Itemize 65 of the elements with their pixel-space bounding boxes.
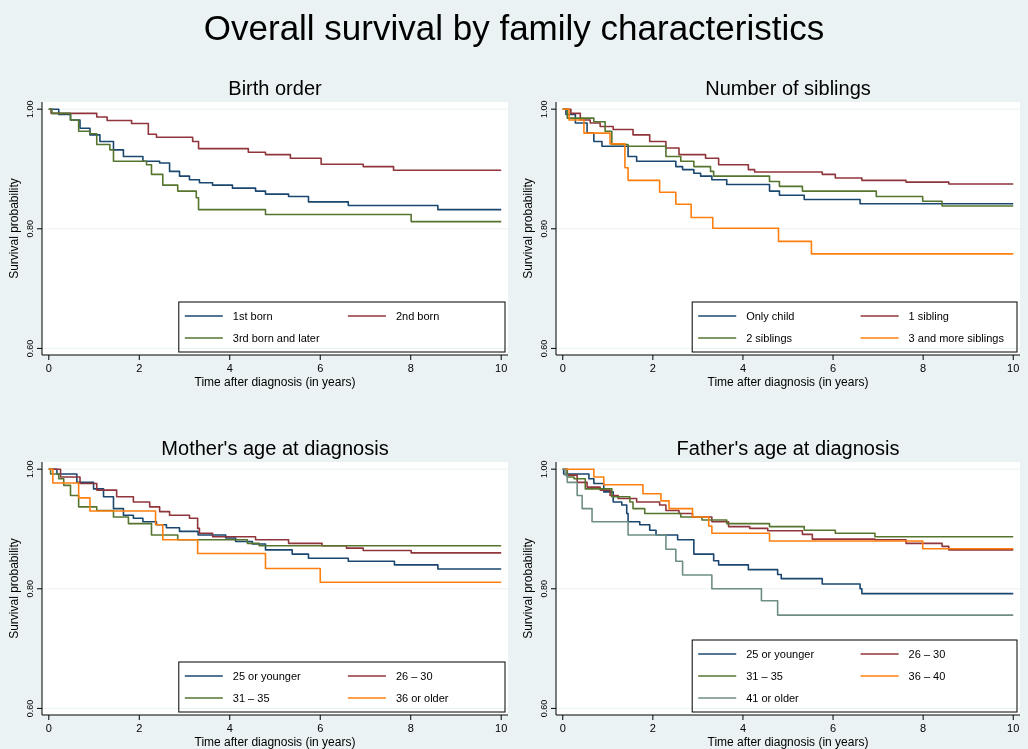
- x-tick-label: 8: [407, 722, 414, 734]
- y-axis-title: Survival probability: [7, 538, 21, 639]
- y-tick-label: 0.60: [539, 339, 549, 358]
- text: Overall survival by family characteristics: [203, 8, 825, 47]
- legend-label: 25 or younger: [232, 670, 302, 682]
- x-tick-label: 8: [407, 362, 414, 374]
- x-tick-label: 4: [226, 362, 233, 374]
- x-tick-label: 2: [136, 362, 143, 374]
- y-tick-label: 1.00: [25, 100, 35, 118]
- legend-label: 31 – 35: [746, 670, 783, 682]
- y-tick-label: 0.80: [25, 220, 35, 238]
- y-tick-label: 1.00: [25, 460, 35, 478]
- x-tick-label: 6: [829, 362, 837, 374]
- legend-label: 2 siblings: [746, 332, 793, 344]
- legend-label: 26 – 30: [395, 670, 433, 682]
- x-tick-label: 10: [1007, 362, 1020, 374]
- x-axis-title: Time after diagnosis (in years): [707, 735, 869, 749]
- y-tick-label: 0.60: [25, 699, 35, 718]
- legend-label: 31 – 35: [232, 692, 270, 704]
- x-axis-title: Time after diagnosis (in years): [194, 375, 356, 389]
- x-tick-label: 0: [559, 722, 566, 734]
- y-tick-label: 1.00: [539, 460, 549, 478]
- x-tick-label: 2: [649, 722, 656, 734]
- y-tick-label: 0.80: [25, 580, 35, 598]
- chart-title: Mother's age at diagnosis: [161, 437, 389, 459]
- x-tick-label: 0: [45, 722, 52, 734]
- x-axis-title: Time after diagnosis (in years): [707, 375, 869, 389]
- y-tick-label: 0.60: [539, 699, 549, 718]
- legend-label: 25 or younger: [746, 648, 815, 660]
- x-tick-label: 10: [1007, 722, 1020, 734]
- legend-label: Only child: [746, 310, 795, 322]
- y-tick-label: 1.00: [539, 100, 549, 118]
- y-tick-label: 0.80: [539, 220, 549, 238]
- x-axis-title: Time after diagnosis (in years): [194, 735, 356, 749]
- x-tick-label: 0: [45, 362, 52, 374]
- legend-label: 36 – 40: [908, 670, 946, 682]
- x-tick-label: 4: [739, 722, 747, 734]
- y-axis-title: Survival probability: [521, 538, 535, 639]
- chart-title: Father's age at diagnosis: [676, 437, 900, 459]
- y-axis-title: Survival probability: [7, 178, 21, 279]
- chart-title: Number of siblings: [705, 77, 871, 99]
- legend-label: 41 or older: [746, 692, 800, 704]
- legend-label: 2nd born: [395, 310, 440, 322]
- x-tick-label: 4: [226, 722, 233, 734]
- y-tick-label: 0.80: [539, 580, 549, 598]
- legend-label: 3rd born and later: [232, 332, 320, 344]
- x-tick-label: 6: [317, 362, 324, 374]
- x-tick-label: 6: [829, 722, 837, 734]
- legend-label: 36 or older: [395, 692, 449, 704]
- x-tick-label: 10: [495, 722, 508, 734]
- x-tick-label: 2: [649, 362, 656, 374]
- x-tick-label: 2: [136, 722, 143, 734]
- x-tick-label: 8: [920, 722, 927, 734]
- legend-label: 1 sibling: [908, 310, 949, 322]
- x-tick-label: 4: [739, 362, 747, 374]
- x-tick-label: 0: [559, 362, 566, 374]
- x-tick-label: 6: [317, 722, 324, 734]
- y-tick-label: 0.60: [25, 339, 35, 358]
- x-tick-label: 10: [495, 362, 508, 374]
- chart-title: Birth order: [228, 77, 323, 99]
- legend-label: 3 and more siblings: [908, 332, 1005, 344]
- legend-label: 26 – 30: [908, 648, 946, 660]
- x-tick-label: 8: [920, 362, 927, 374]
- y-axis-title: Survival probability: [521, 178, 535, 279]
- legend-label: 1st born: [232, 310, 273, 322]
